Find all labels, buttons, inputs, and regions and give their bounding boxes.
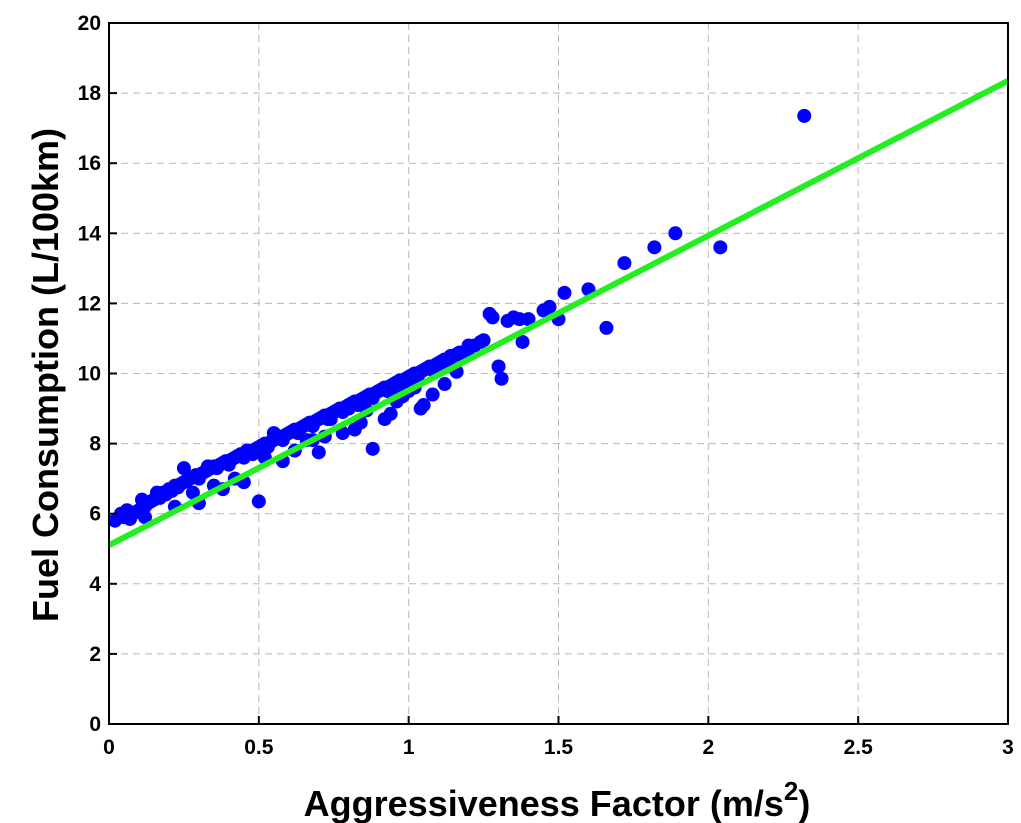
- x-tick-label: 2.5: [844, 736, 874, 759]
- y-tick-label: 12: [78, 292, 101, 315]
- y-tick-label: 14: [78, 222, 102, 245]
- data-point: [476, 333, 491, 348]
- y-tick-label: 6: [89, 503, 101, 526]
- data-point: [176, 461, 191, 476]
- data-point: [416, 398, 431, 413]
- y-tick-label: 8: [89, 433, 101, 456]
- x-tick-label: 1.5: [544, 736, 574, 759]
- x-axis-label: Aggressiveness Factor (m/s2): [304, 776, 811, 823]
- data-point: [617, 256, 632, 271]
- y-tick-label: 20: [78, 12, 101, 35]
- data-point: [443, 348, 458, 363]
- y-tick-label: 4: [89, 573, 101, 596]
- x-tick-label: 3: [1002, 736, 1014, 759]
- y-tick-label: 18: [78, 82, 102, 105]
- data-point: [437, 377, 452, 392]
- data-point: [200, 459, 215, 474]
- data-point: [341, 401, 356, 416]
- x-tick-label: 2: [702, 736, 714, 759]
- data-point: [797, 108, 812, 123]
- data-point: [668, 226, 683, 241]
- data-point: [542, 299, 557, 314]
- data-point: [491, 359, 506, 374]
- data-point: [323, 412, 338, 427]
- data-point: [149, 485, 164, 500]
- data-point: [386, 380, 401, 395]
- x-axis-label-suffix: ): [798, 783, 810, 823]
- data-point: [137, 510, 152, 525]
- data-point: [599, 320, 614, 335]
- x-tick-label: 1: [403, 736, 415, 759]
- data-point: [425, 387, 440, 402]
- data-point: [383, 406, 398, 421]
- fit-line-layer: [107, 78, 1010, 548]
- y-axis-label: Fuel Consumption (L/100km): [25, 128, 66, 622]
- grid-lines: [108, 22, 1009, 725]
- x-axis-label-superscript: 2: [784, 776, 798, 806]
- fit-line: [107, 78, 1010, 548]
- data-point: [713, 240, 728, 255]
- data-point: [485, 310, 500, 325]
- x-axis-label-main: Aggressiveness Factor (m/s: [304, 783, 784, 823]
- data-point: [311, 445, 326, 460]
- y-tick-label: 16: [78, 152, 101, 175]
- data-points: [107, 108, 812, 528]
- data-point: [515, 334, 530, 349]
- y-tick-label: 0: [89, 713, 101, 736]
- y-tick-label: 2: [89, 643, 101, 666]
- y-tick-label: 10: [78, 363, 101, 386]
- data-point: [494, 371, 509, 386]
- tick-labels: 0 0.5 1 1.5 2 2.5 3 0 2 4 6 8 10 12 14 16 18 20: [78, 12, 1014, 759]
- data-point: [647, 240, 662, 255]
- x-tick-label: 0: [103, 736, 115, 759]
- x-tick-label: 0.5: [244, 736, 274, 759]
- data-point: [266, 426, 281, 441]
- data-point: [557, 285, 572, 300]
- data-point: [461, 338, 476, 353]
- data-point: [185, 485, 200, 500]
- data-point: [239, 443, 254, 458]
- data-point: [251, 494, 266, 509]
- data-point: [521, 312, 536, 327]
- data-point: [365, 441, 380, 456]
